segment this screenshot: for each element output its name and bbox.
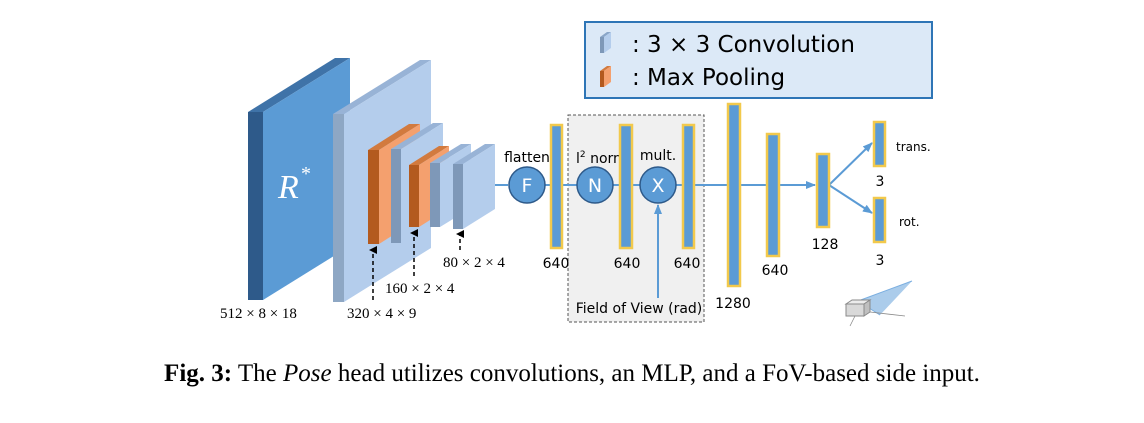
input-tensor: R * (248, 58, 350, 300)
rot-output-bar (872, 196, 887, 244)
layer-bar-4 (726, 102, 742, 288)
norm-circle (576, 166, 614, 204)
trans-label: trans. (896, 140, 931, 154)
trans-size: 3 (876, 174, 885, 190)
arrow-to-rot (828, 184, 873, 214)
mult-circle (639, 166, 677, 204)
norm-symbol: N (588, 175, 602, 197)
flatten-label: flatten (504, 150, 550, 166)
caption-text-after: head utilizes convolutions, an MLP, and … (331, 360, 980, 387)
layer-bar-6 (815, 152, 831, 229)
flatten-symbol: F (522, 175, 533, 197)
layer-1-size: 640 (543, 256, 570, 272)
figure-caption: Fig. 3: The Pose head utilizes convoluti… (0, 360, 1144, 388)
input-dims-label: 512 × 8 × 18 (220, 306, 297, 322)
layer-3-size: 640 (674, 256, 701, 272)
layer-bar-5 (765, 132, 781, 258)
input-symbol: R (277, 169, 299, 206)
conv-volume-4 (453, 144, 495, 229)
volume-1-dims-label: 320 × 4 × 9 (347, 306, 416, 322)
rot-size: 3 (876, 253, 885, 269)
volume-3-dims-label: 80 × 2 × 4 (443, 255, 505, 271)
layer-5-size: 640 (762, 263, 789, 279)
pool-block-icon (600, 66, 611, 87)
caption-fig-label: Fig. 3: (164, 360, 233, 387)
fov-region (567, 114, 705, 323)
caption-text-before: The (232, 360, 284, 387)
norm-op: l2 norm N (576, 150, 627, 204)
conv-block-icon (600, 32, 611, 53)
legend-pool-label: : Max Pooling (632, 65, 785, 91)
flatten-circle (508, 166, 546, 204)
rot-label: rot. (899, 215, 920, 229)
input-superscript: * (301, 163, 311, 185)
layer-6-size: 128 (812, 237, 839, 253)
camera-fov-icon (844, 280, 913, 327)
layer-4-size: 1280 (715, 296, 751, 312)
fov-label: Field of View (rad) (576, 301, 703, 317)
legend: : 3 × 3 Convolution : Max Pooling (584, 21, 933, 99)
mult-label: mult. (640, 148, 676, 164)
layer-bar-2 (618, 123, 634, 250)
volume-2-dims-label: 160 × 2 × 4 (385, 281, 455, 297)
caption-emphasis: Pose (283, 360, 332, 387)
arrow-to-trans (828, 142, 873, 186)
flatten-op: flatten F (504, 150, 550, 204)
layer-2-size: 640 (614, 256, 641, 272)
legend-conv-label: : 3 × 3 Convolution (632, 32, 855, 58)
layer-bar-3 (681, 123, 696, 250)
mult-symbol: X (651, 175, 664, 197)
norm-label: l2 norm (576, 150, 627, 167)
trans-output-bar (872, 120, 887, 168)
layer-bar-1 (549, 123, 564, 250)
mult-op: mult. X (639, 148, 677, 204)
legend-box (584, 21, 933, 99)
